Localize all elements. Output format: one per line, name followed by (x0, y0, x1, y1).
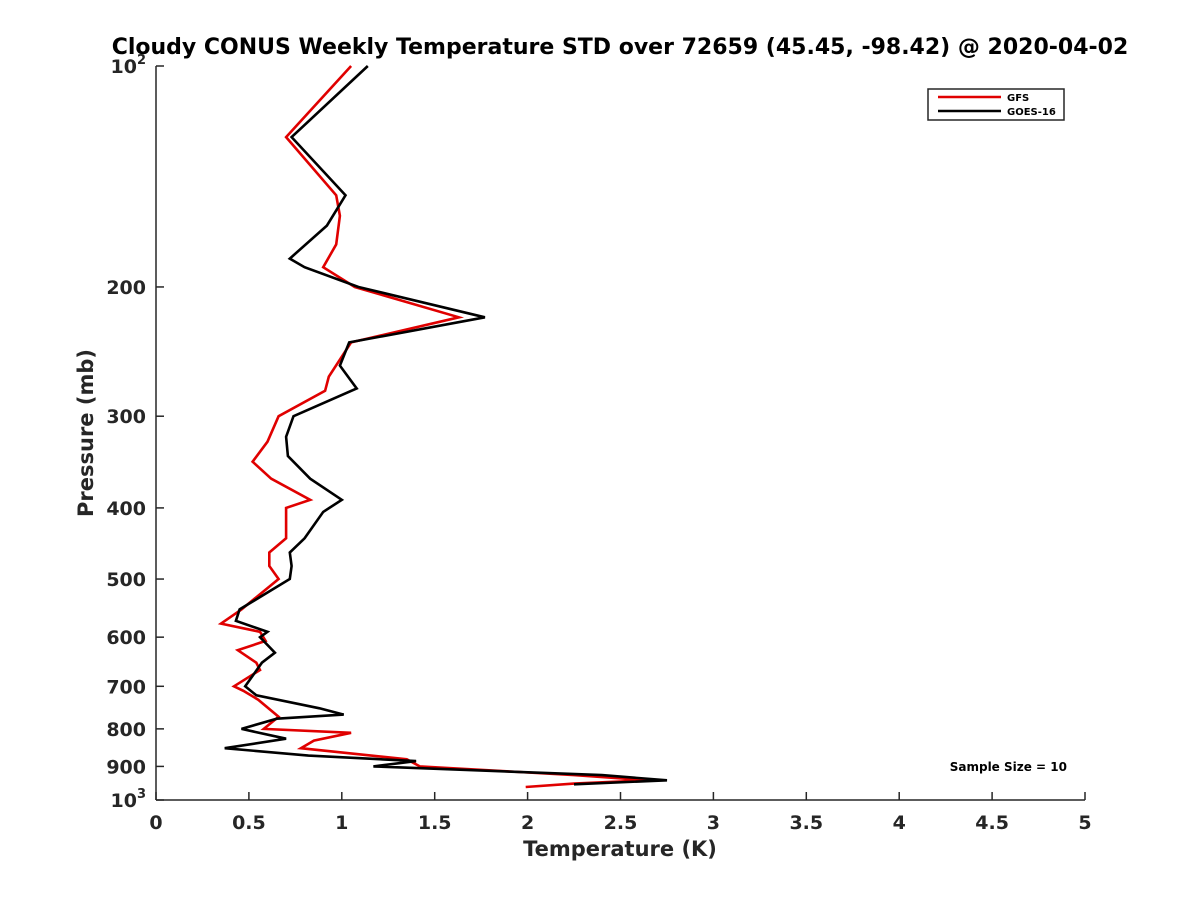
x-tick-label: 0 (149, 812, 162, 834)
legend-label-goes-16: GOES-16 (1007, 107, 1056, 118)
y-tick-label-exponent: 2 (137, 53, 146, 68)
y-tick-label-exponent: 3 (137, 787, 146, 802)
y-tick-label: 700 (106, 676, 146, 698)
sample-size-annotation: Sample Size = 10 (950, 760, 1067, 774)
y-tick-label: 200 (106, 277, 146, 299)
x-tick-label: 3 (707, 812, 720, 834)
legend-label-gfs: GFS (1007, 93, 1029, 104)
y-tick-label: 102 (111, 53, 147, 78)
series-line-goes-16 (224, 65, 668, 786)
x-tick-label: 2 (521, 812, 534, 834)
y-tick-label: 900 (106, 756, 146, 778)
chart-title: Cloudy CONUS Weekly Temperature STD over… (112, 35, 1129, 60)
x-tick-label: 2.5 (604, 812, 638, 834)
y-tick-label: 600 (106, 627, 146, 649)
x-tick-label: 5 (1078, 812, 1091, 834)
x-axis-ticks: 0 0.5 1 1.5 2 2.5 3 3.5 4 4.5 5 (149, 792, 1092, 834)
x-tick-label: 0.5 (232, 812, 266, 834)
x-tick-label: 4.5 (975, 812, 1009, 834)
series-line-gfs (217, 65, 649, 789)
y-tick-label: 103 (111, 787, 147, 812)
x-axis-label: Temperature (K) (523, 837, 717, 861)
series-layer (217, 65, 668, 789)
x-tick-label: 3.5 (789, 812, 823, 834)
x-tick-label: 4 (893, 812, 906, 834)
legend: GFS GOES-16 (927, 88, 1065, 121)
y-axis-label: Pressure (mb) (74, 349, 98, 517)
y-tick-label: 800 (106, 719, 146, 741)
y-tick-label-base: 10 (111, 790, 137, 812)
y-tick-label-base: 10 (111, 56, 137, 78)
y-tick-label: 500 (106, 569, 146, 591)
x-tick-label: 1 (335, 812, 348, 834)
y-tick-label: 300 (106, 406, 146, 428)
legend-box (927, 88, 1065, 121)
y-tick-label: 400 (106, 498, 146, 520)
x-tick-label: 1.5 (418, 812, 452, 834)
